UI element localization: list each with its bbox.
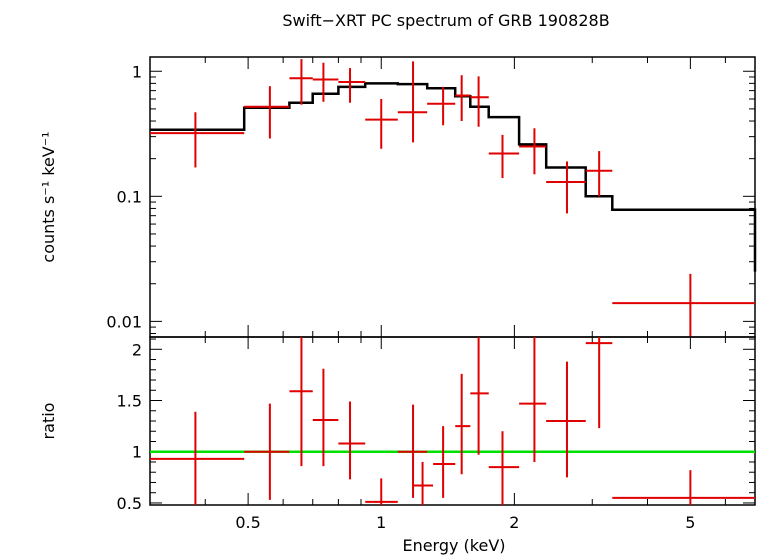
spectrum-frame bbox=[149, 56, 756, 338]
spectrum-y-tick-label: 1 bbox=[132, 62, 142, 81]
spectrum-data-point bbox=[150, 112, 245, 168]
spectrum-data-point bbox=[365, 98, 398, 149]
spectrum-data-point bbox=[546, 161, 586, 214]
spectrum-y-tick-label: 0.1 bbox=[117, 187, 142, 206]
spectrum-y-tick-label: 0.01 bbox=[106, 312, 142, 331]
spectrum-data-point bbox=[244, 86, 290, 139]
ratio-data-point bbox=[470, 337, 489, 455]
x-tick-label: 2 bbox=[509, 513, 519, 532]
ratio-data-point bbox=[289, 337, 313, 467]
ratio-data-point bbox=[397, 404, 428, 498]
spectrum-data-point bbox=[338, 68, 366, 103]
spectrum-data-point bbox=[455, 75, 471, 122]
spectrum-data-point bbox=[488, 134, 520, 179]
ratio-data-point bbox=[244, 403, 290, 500]
ratio-data-point bbox=[546, 361, 586, 478]
x-tick-label: 1 bbox=[376, 513, 386, 532]
x-tick-label: 0.5 bbox=[235, 513, 260, 532]
ratio-data-point bbox=[585, 337, 613, 429]
ratio-data-point bbox=[612, 470, 755, 505]
spectrum-data-point bbox=[470, 76, 489, 127]
spectrum-data-point bbox=[397, 61, 428, 143]
ratio-frame bbox=[149, 336, 756, 506]
y-axis-label-spectrum: counts s⁻¹ keV⁻¹ bbox=[39, 131, 58, 262]
ratio-y-tick-label: 1.5 bbox=[117, 392, 142, 411]
spectrum-data-point bbox=[519, 128, 547, 175]
spectrum-data-point bbox=[427, 86, 456, 126]
ratio-data-point bbox=[488, 431, 520, 505]
ratio-data-point bbox=[519, 337, 547, 462]
spectrum-data-point bbox=[612, 273, 755, 337]
chart-title: Swift−XRT PC spectrum of GRB 190828B bbox=[282, 11, 609, 30]
ratio-data-point bbox=[150, 411, 245, 505]
model-step-line bbox=[150, 82, 757, 272]
ratio-panel: 2 1.5 1 0.5 0.5 1 2 5 bbox=[117, 336, 756, 532]
ratio-data-point bbox=[365, 478, 398, 505]
spectrum-data-point bbox=[289, 59, 313, 105]
x-tick-label: 5 bbox=[685, 513, 695, 532]
spectrum-panel: 1 0.1 0.01 bbox=[106, 56, 757, 338]
y-axis-label-ratio: ratio bbox=[39, 403, 58, 440]
ratio-data-point bbox=[413, 461, 434, 505]
ratio-data-point bbox=[455, 373, 471, 475]
spectrum-data-point bbox=[585, 151, 613, 197]
ratio-data-point bbox=[312, 368, 339, 467]
ratio-y-tick-label: 2 bbox=[132, 340, 142, 359]
ratio-y-tick-label: 0.5 bbox=[117, 494, 142, 513]
spectrum-data-point bbox=[312, 62, 339, 102]
ratio-data-point bbox=[338, 401, 366, 480]
ratio-data-point bbox=[433, 426, 456, 498]
ratio-y-tick-label: 1 bbox=[132, 443, 142, 462]
x-axis-label: Energy (keV) bbox=[402, 536, 505, 555]
